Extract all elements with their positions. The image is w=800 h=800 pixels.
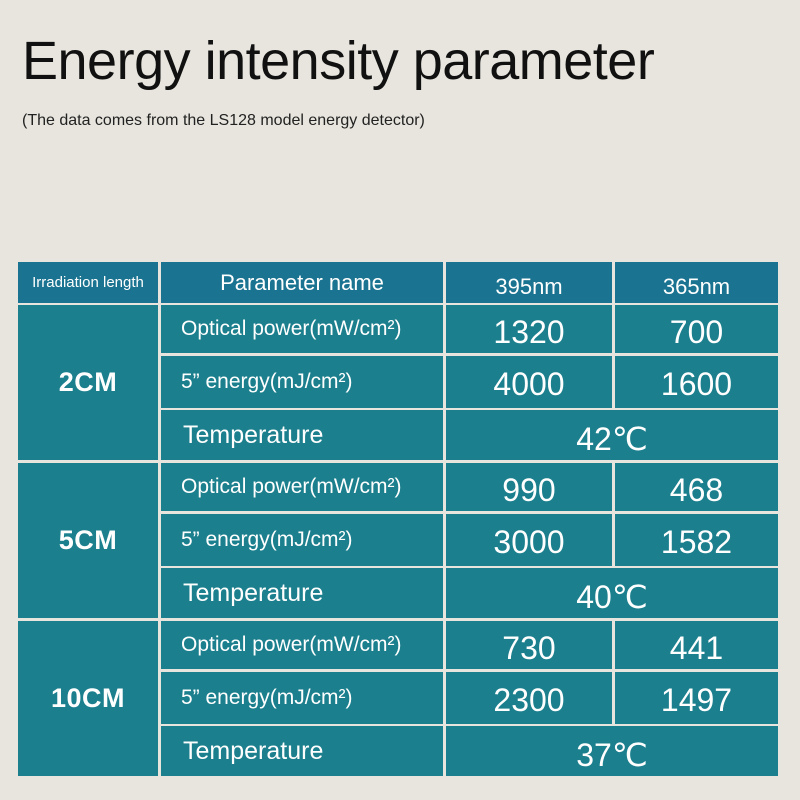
- parameter-name: Temperature: [161, 726, 443, 776]
- title: Energy intensity parameter: [22, 31, 655, 91]
- header-cell: Parameter name: [161, 262, 443, 303]
- value-395nm: 2300: [446, 671, 612, 724]
- group-label: 5CM: [18, 463, 158, 618]
- temperature-value: 37℃: [446, 726, 778, 776]
- value-395nm: 3000: [446, 513, 612, 566]
- temperature-value: 42℃: [446, 410, 778, 460]
- value-395nm: 730: [446, 621, 612, 669]
- subtitle: (The data comes from the LS128 model ene…: [22, 112, 425, 129]
- parameter-name: 5” energy(mJ/cm²): [161, 671, 443, 724]
- header-cell: 395nm: [446, 262, 612, 303]
- parameter-name: Optical power(mW/cm²): [161, 621, 443, 669]
- parameter-name: Temperature: [161, 568, 443, 618]
- value-365nm: 1582: [615, 513, 778, 566]
- value-365nm: 1497: [615, 671, 778, 724]
- parameter-name: 5” energy(mJ/cm²): [161, 355, 443, 408]
- value-365nm: 1600: [615, 355, 778, 408]
- value-365nm: 468: [615, 463, 778, 511]
- group-label: 10CM: [18, 621, 158, 776]
- parameter-name: 5” energy(mJ/cm²): [161, 513, 443, 566]
- value-365nm: 441: [615, 621, 778, 669]
- header-cell: Irradiation length: [18, 262, 158, 303]
- value-395nm: 1320: [446, 305, 612, 353]
- value-395nm: 990: [446, 463, 612, 511]
- parameter-name: Optical power(mW/cm²): [161, 463, 443, 511]
- value-365nm: 700: [615, 305, 778, 353]
- value-395nm: 4000: [446, 355, 612, 408]
- header-cell: 365nm: [615, 262, 778, 303]
- parameter-name: Optical power(mW/cm²): [161, 305, 443, 353]
- parameter-name: Temperature: [161, 410, 443, 460]
- group-label: 2CM: [18, 305, 158, 460]
- temperature-value: 40℃: [446, 568, 778, 618]
